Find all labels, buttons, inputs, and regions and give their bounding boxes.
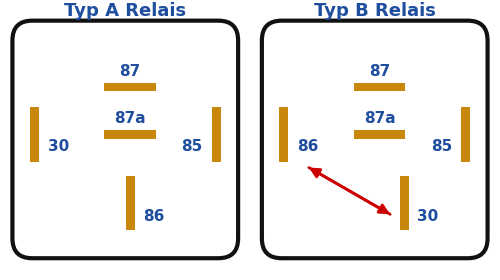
Bar — [126, 176, 134, 230]
FancyBboxPatch shape — [12, 21, 238, 258]
Text: 30: 30 — [48, 139, 70, 154]
Text: 30: 30 — [418, 209, 438, 224]
Bar — [354, 130, 406, 139]
Text: 87a: 87a — [114, 111, 146, 126]
Text: 87a: 87a — [364, 111, 396, 126]
Text: 87: 87 — [120, 64, 141, 79]
Bar — [462, 107, 470, 162]
Bar — [30, 107, 38, 162]
Text: Typ A Relais: Typ A Relais — [64, 2, 186, 20]
Bar — [104, 83, 156, 92]
Bar — [279, 107, 288, 162]
Text: 87: 87 — [369, 64, 390, 79]
Bar — [354, 83, 406, 92]
Bar — [400, 176, 409, 230]
Text: 86: 86 — [298, 139, 319, 154]
Text: 85: 85 — [181, 139, 203, 154]
Text: Typ B Relais: Typ B Relais — [314, 2, 436, 20]
Bar — [104, 130, 156, 139]
FancyBboxPatch shape — [262, 21, 488, 258]
Text: 86: 86 — [143, 209, 165, 224]
Text: 85: 85 — [430, 139, 452, 154]
Bar — [212, 107, 221, 162]
